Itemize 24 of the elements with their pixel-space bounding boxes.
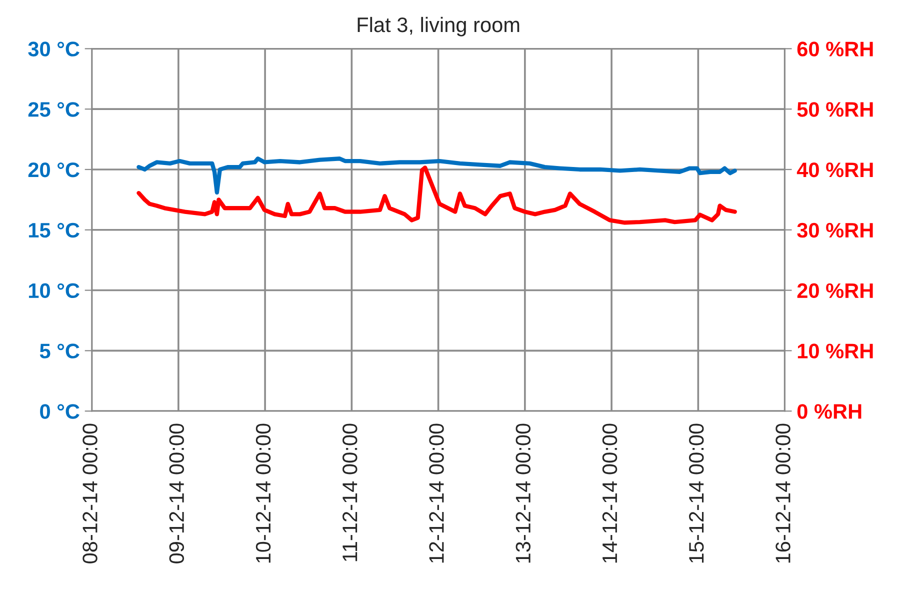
y-tick-label: 30 °C bbox=[28, 42, 80, 56]
y2-tick-label: 30 %RH bbox=[797, 222, 873, 238]
x-tick-label: 09-12-14 00:00 bbox=[169, 424, 184, 564]
x-tick-label: 12-12-14 00:00 bbox=[429, 424, 444, 563]
x-tick-label: 11-12-14 00:00 bbox=[342, 424, 358, 562]
y-tick-label: 10 °C bbox=[28, 283, 80, 298]
y2-tick-label: 20 %RH bbox=[797, 283, 873, 298]
y-tick-label: 15 °C bbox=[28, 222, 80, 238]
x-tick-label: 16-12-14 00:00 bbox=[776, 424, 790, 563]
x-tick-label: 14-12-14 00:00 bbox=[602, 424, 618, 563]
y-tick-label: 0 °C bbox=[40, 404, 80, 419]
y2-tick-label: 40 %RH bbox=[796, 162, 873, 178]
x-tick-label: 08-12-14 00:00 bbox=[82, 424, 98, 564]
y2-tick-label: 10 %RH bbox=[798, 344, 873, 358]
chart-title: Flat 3, living room bbox=[358, 16, 520, 36]
x-tick-label: 15-12-14 00:00 bbox=[689, 424, 704, 563]
y-tick-label: 25 °C bbox=[28, 102, 80, 117]
y2-tick-label: 0 %RH bbox=[797, 404, 862, 419]
y-tick-label: 20 °C bbox=[28, 162, 80, 178]
y-tick-label: 5 °C bbox=[40, 344, 80, 358]
y2-tick-label: 60 %RH bbox=[797, 42, 873, 56]
x-tick-label: 10-12-14 00:00 bbox=[256, 424, 271, 563]
y2-tick-label: 50 %RH bbox=[797, 102, 873, 117]
x-tick-label: 13-12-14 00:00 bbox=[516, 424, 531, 563]
